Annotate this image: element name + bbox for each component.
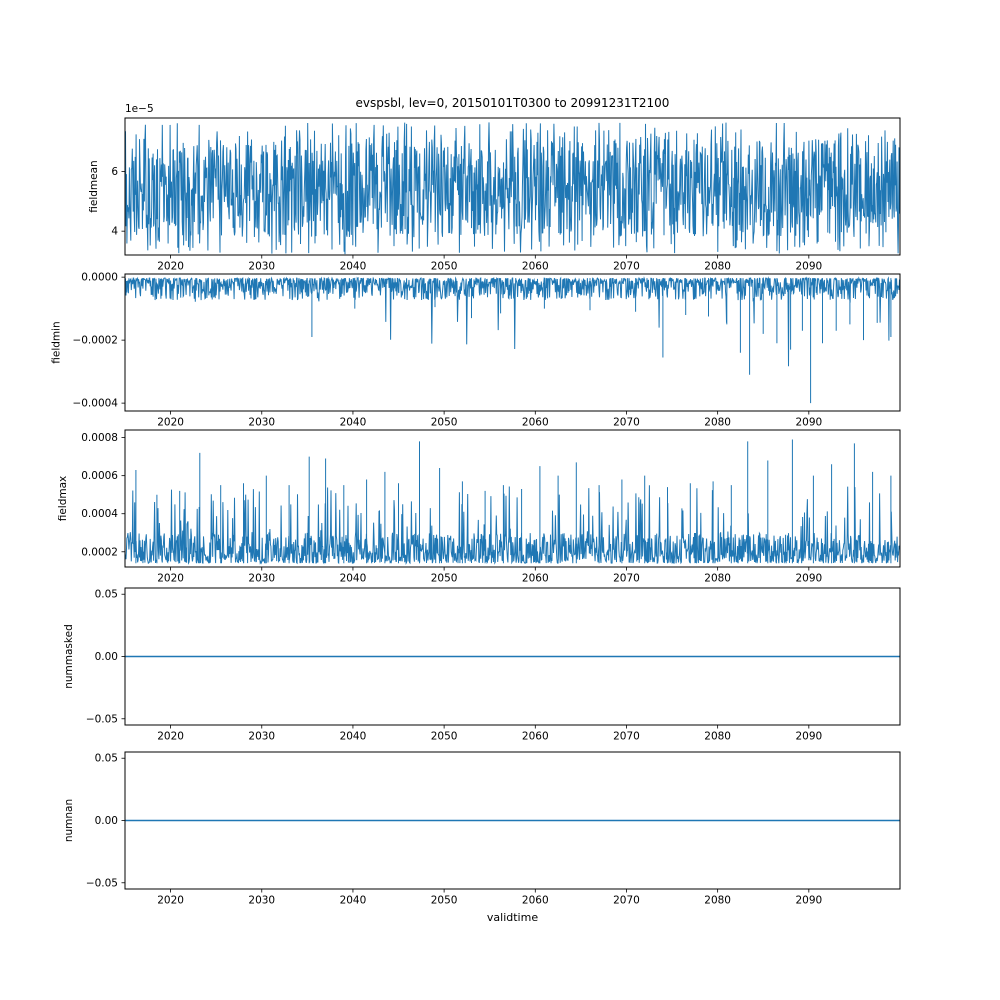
y-axis-label-fieldmin: fieldmin [51, 321, 63, 363]
axes-frame-fieldmax [124, 429, 901, 568]
y-tick-label: −0.05 [86, 877, 118, 889]
x-tick-label: 2030 [248, 895, 275, 907]
x-tick-label: 2090 [795, 417, 822, 429]
x-tick-label: 2040 [340, 573, 367, 585]
y-tick-label: 0.00 [95, 651, 118, 663]
x-tick-label: 2060 [522, 731, 549, 743]
subplot-fieldmean: 2020 2030 2040 2050 2060 2070 2080 2090 4 6 fieldm… [88, 103, 901, 273]
x-tick-label: 2040 [340, 417, 367, 429]
subplot-numnan: 2020 2030 2040 2050 2060 2070 2080 2090 0.05 0.00… [63, 751, 901, 924]
x-axis-label: validtime [487, 911, 538, 924]
x-tick-label: 2030 [248, 417, 275, 429]
y-tick-label: 0.0008 [81, 432, 118, 444]
x-tick-label: 2090 [795, 573, 822, 585]
axes-frame-fieldmin [124, 273, 901, 412]
x-tick-label: 2070 [613, 261, 640, 273]
x-tick-label: 2060 [522, 895, 549, 907]
x-tick-label: 2060 [522, 573, 549, 585]
x-tick-label: 2070 [613, 895, 640, 907]
y-tick-label: 0.0004 [81, 508, 118, 520]
x-tick-label: 2040 [340, 261, 367, 273]
y-axis-offset-text: 1e−5 [125, 103, 154, 115]
x-tick-label: 2020 [157, 417, 184, 429]
x-tick-label: 2070 [613, 417, 640, 429]
x-tick-label: 2080 [704, 731, 731, 743]
x-tick-label: 2030 [248, 261, 275, 273]
x-tick-label: 2060 [522, 261, 549, 273]
y-tick-label: 4 [111, 226, 118, 238]
y-tick-label: 0.00 [95, 815, 118, 827]
x-tick-label: 2020 [157, 261, 184, 273]
x-tick-label: 2060 [522, 417, 549, 429]
x-tick-label: 2050 [431, 895, 458, 907]
chart-title: evspsbl, lev=0, 20150101T0300 to 2099123… [356, 96, 670, 110]
y-tick-label: −0.0004 [72, 398, 118, 410]
x-tick-label: 2070 [613, 731, 640, 743]
x-tick-label: 2050 [431, 261, 458, 273]
x-tick-label: 2040 [340, 731, 367, 743]
subplot-nummasked: 2020 2030 2040 2050 2060 2070 2080 2090 0.05 0.00… [63, 587, 901, 743]
x-tick-label: 2040 [340, 895, 367, 907]
x-tick-label: 2020 [157, 731, 184, 743]
y-tick-label: 0.0006 [81, 470, 118, 482]
x-tick-label: 2030 [248, 731, 275, 743]
x-tick-label: 2070 [613, 573, 640, 585]
y-tick-label: 0.05 [95, 589, 118, 601]
x-tick-label: 2030 [248, 573, 275, 585]
x-tick-label: 2050 [431, 573, 458, 585]
series-fieldmin [125, 276, 900, 404]
y-tick-label: 0.0000 [81, 272, 118, 284]
axes-frame-fieldmean [124, 117, 901, 256]
x-tick-label: 2080 [704, 417, 731, 429]
y-axis-label-fieldmean: fieldmean [88, 160, 100, 212]
x-tick-label: 2080 [704, 895, 731, 907]
y-tick-label: 6 [111, 166, 118, 178]
y-tick-label: 0.05 [95, 753, 118, 765]
x-tick-label: 2020 [157, 895, 184, 907]
x-tick-label: 2080 [704, 573, 731, 585]
series-fieldmax [125, 439, 900, 565]
x-tick-label: 2050 [431, 417, 458, 429]
x-tick-label: 2020 [157, 573, 184, 585]
x-tick-label: 2050 [431, 731, 458, 743]
y-tick-label: 0.0002 [81, 546, 118, 558]
x-tick-label: 2090 [795, 731, 822, 743]
y-axis-label-nummasked: nummasked [63, 624, 75, 689]
y-tick-label: −0.05 [86, 713, 118, 725]
x-tick-label: 2090 [795, 895, 822, 907]
subplot-fieldmax: 2020 2030 2040 2050 2060 2070 2080 2090 0.0002 0.… [57, 429, 901, 585]
x-tick-label: 2080 [704, 261, 731, 273]
y-axis-label-numnan: numnan [63, 799, 75, 842]
series-fieldmean [125, 122, 900, 255]
y-tick-label: −0.0002 [72, 335, 118, 347]
subplot-fieldmin: 2020 2030 2040 2050 2060 2070 2080 2090 0.0000 −0… [51, 272, 901, 429]
x-tick-label: 2090 [795, 261, 822, 273]
y-axis-label-fieldmax: fieldmax [57, 476, 69, 522]
